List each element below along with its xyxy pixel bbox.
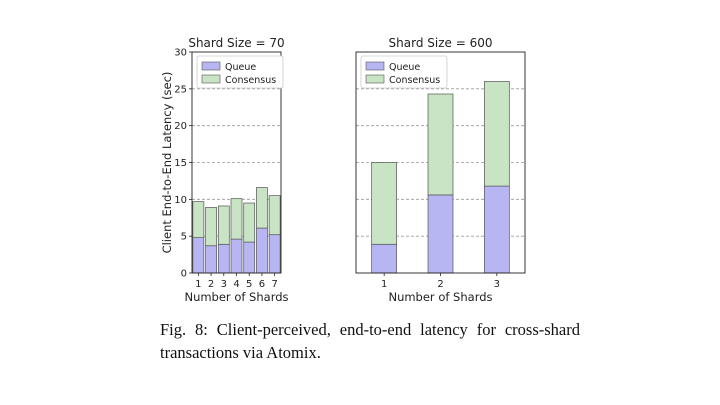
bar-consensus-5 <box>243 202 256 243</box>
bar-queue-6 <box>256 227 268 274</box>
bar-queue-2 <box>205 245 217 274</box>
legend-swatch-queue <box>201 61 221 71</box>
y-tick-label: 30 <box>174 48 187 59</box>
chart-title: Shard Size = 600 <box>389 36 493 50</box>
x-tick-label: 3 <box>221 279 227 290</box>
legend: Queue Consensus <box>196 55 284 89</box>
bar-consensus-2 <box>427 93 454 196</box>
legend-label-consensus: Consensus <box>389 75 440 86</box>
bar-queue-7 <box>268 234 281 274</box>
bar-consensus-1 <box>371 162 398 245</box>
x-axis-label: Number of Shards <box>184 290 288 304</box>
bar-consensus-2 <box>205 207 217 247</box>
legend-label-consensus: Consensus <box>225 75 276 86</box>
x-tick-label: 7 <box>271 279 277 290</box>
y-tick-label: 20 <box>174 121 187 132</box>
y-tick-label: 0 <box>181 269 187 280</box>
bar-consensus-7 <box>268 195 281 236</box>
y-tick-label: 25 <box>174 84 187 95</box>
legend-swatch-consensus <box>365 74 385 84</box>
bar-queue-3 <box>483 185 510 274</box>
bar-consensus-1 <box>192 201 205 238</box>
bar-consensus-3 <box>217 205 230 245</box>
bar-queue-2 <box>427 194 454 274</box>
x-tick-label: 1 <box>195 279 201 290</box>
chart-title: Shard Size = 70 <box>188 36 284 50</box>
x-axis-label: Number of Shards <box>388 290 492 304</box>
bar-queue-3 <box>217 243 230 274</box>
figure-caption: Fig. 8: Client-perceived, end-to-end lat… <box>160 320 580 362</box>
plot-frame <box>355 51 526 274</box>
x-tick-label: 1 <box>381 279 387 290</box>
x-tick-label: 3 <box>494 279 500 290</box>
x-tick-label: 2 <box>437 279 443 290</box>
y-tick-label: 15 <box>174 158 187 169</box>
legend: Queue Consensus <box>360 55 448 89</box>
bar-queue-5 <box>243 241 256 274</box>
y-tick-label: 5 <box>181 232 187 243</box>
bar-consensus-3 <box>483 81 510 187</box>
legend-swatch-consensus <box>201 74 221 84</box>
legend-swatch-queue <box>365 61 385 71</box>
legend-label-queue: Queue <box>225 62 256 73</box>
bar-consensus-4 <box>230 198 243 240</box>
x-tick-label: 5 <box>246 279 252 290</box>
bar-queue-1 <box>371 243 398 274</box>
y-tick-label: 10 <box>174 195 187 206</box>
x-tick-label: 6 <box>259 279 265 290</box>
bar-queue-4 <box>230 238 243 274</box>
x-tick-label: 2 <box>208 279 214 290</box>
bar-queue-1 <box>192 237 205 274</box>
legend-label-queue: Queue <box>389 62 420 73</box>
x-tick-label: 4 <box>233 279 239 290</box>
y-axis-label: Client End-to-End Latency (sec) <box>160 72 174 254</box>
chart-shard-size-600: 1 2 3 Shard Size = 600 Number of Shards Queue… <box>355 36 526 304</box>
bar-consensus-6 <box>256 187 268 229</box>
